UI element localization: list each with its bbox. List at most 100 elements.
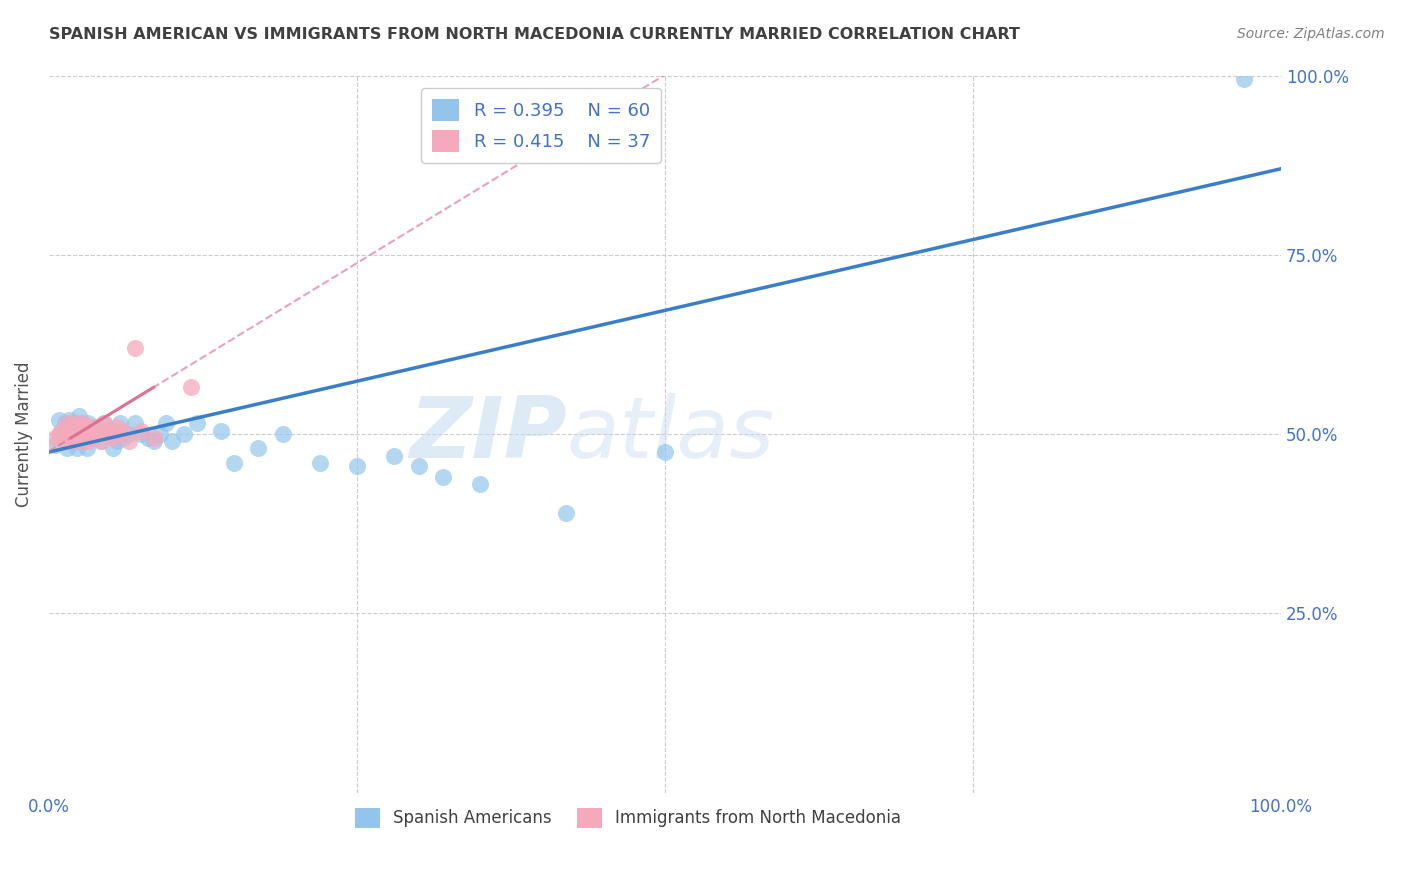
- Y-axis label: Currently Married: Currently Married: [15, 361, 32, 507]
- Point: [173, 427, 195, 442]
- Point: [111, 431, 134, 445]
- Point: [77, 420, 100, 434]
- Point: [105, 434, 128, 449]
- Point: [72, 431, 94, 445]
- Point: [118, 434, 141, 449]
- Point: [105, 420, 128, 434]
- Point: [75, 424, 97, 438]
- Point: [69, 424, 91, 438]
- Point: [66, 442, 89, 456]
- Point: [432, 470, 454, 484]
- Point: [80, 427, 103, 442]
- Point: [72, 417, 94, 431]
- Point: [69, 434, 91, 449]
- Point: [90, 434, 112, 449]
- Point: [131, 424, 153, 438]
- Point: [222, 456, 245, 470]
- Point: [60, 431, 83, 445]
- Point: [408, 459, 430, 474]
- Point: [124, 417, 146, 431]
- Point: [51, 427, 73, 442]
- Point: [84, 420, 107, 434]
- Point: [76, 442, 98, 456]
- Point: [59, 424, 82, 438]
- Point: [51, 424, 73, 438]
- Point: [60, 420, 83, 434]
- Text: atlas: atlas: [567, 392, 775, 475]
- Point: [93, 417, 115, 431]
- Point: [110, 417, 132, 431]
- Point: [155, 417, 177, 431]
- Point: [101, 442, 124, 456]
- Point: [654, 445, 676, 459]
- Point: [84, 420, 107, 434]
- Point: [160, 434, 183, 449]
- Point: [271, 427, 294, 442]
- Point: [1233, 72, 1256, 87]
- Point: [48, 427, 70, 442]
- Point: [65, 427, 87, 442]
- Point: [58, 427, 80, 442]
- Point: [136, 431, 159, 445]
- Point: [100, 424, 122, 438]
- Point: [90, 434, 112, 449]
- Point: [65, 417, 87, 431]
- Point: [52, 434, 75, 449]
- Text: SPANISH AMERICAN VS IMMIGRANTS FROM NORTH MACEDONIA CURRENTLY MARRIED CORRELATIO: SPANISH AMERICAN VS IMMIGRANTS FROM NORT…: [49, 27, 1021, 42]
- Point: [76, 434, 98, 449]
- Point: [555, 506, 578, 520]
- Point: [44, 431, 66, 445]
- Point: [56, 417, 79, 431]
- Point: [70, 427, 93, 442]
- Point: [180, 380, 202, 394]
- Point: [309, 456, 332, 470]
- Point: [52, 434, 75, 449]
- Point: [93, 417, 115, 431]
- Point: [382, 449, 405, 463]
- Point: [65, 427, 87, 442]
- Point: [60, 424, 83, 438]
- Point: [58, 413, 80, 427]
- Point: [62, 434, 84, 449]
- Point: [149, 427, 172, 442]
- Point: [56, 442, 79, 456]
- Point: [101, 431, 124, 445]
- Point: [70, 424, 93, 438]
- Point: [66, 424, 89, 438]
- Text: ZIP: ZIP: [409, 392, 567, 475]
- Text: Source: ZipAtlas.com: Source: ZipAtlas.com: [1237, 27, 1385, 41]
- Point: [346, 459, 368, 474]
- Point: [97, 427, 120, 442]
- Point: [69, 420, 91, 434]
- Point: [62, 424, 84, 438]
- Point: [186, 417, 208, 431]
- Point: [79, 424, 101, 438]
- Point: [96, 427, 118, 442]
- Point: [53, 417, 76, 431]
- Point: [79, 424, 101, 438]
- Point: [75, 420, 97, 434]
- Point: [80, 431, 103, 445]
- Point: [118, 427, 141, 442]
- Point: [87, 424, 110, 438]
- Point: [77, 417, 100, 431]
- Point: [44, 438, 66, 452]
- Point: [142, 431, 165, 445]
- Point: [82, 431, 104, 445]
- Point: [131, 427, 153, 442]
- Point: [87, 424, 110, 438]
- Point: [142, 434, 165, 449]
- Point: [48, 413, 70, 427]
- Point: [247, 442, 270, 456]
- Point: [67, 431, 90, 445]
- Point: [211, 424, 233, 438]
- Point: [70, 417, 93, 431]
- Point: [63, 417, 86, 431]
- Point: [111, 424, 134, 438]
- Point: [60, 420, 83, 434]
- Point: [124, 341, 146, 355]
- Legend: Spanish Americans, Immigrants from North Macedonia: Spanish Americans, Immigrants from North…: [349, 801, 908, 835]
- Point: [470, 477, 492, 491]
- Point: [59, 431, 82, 445]
- Point: [100, 424, 122, 438]
